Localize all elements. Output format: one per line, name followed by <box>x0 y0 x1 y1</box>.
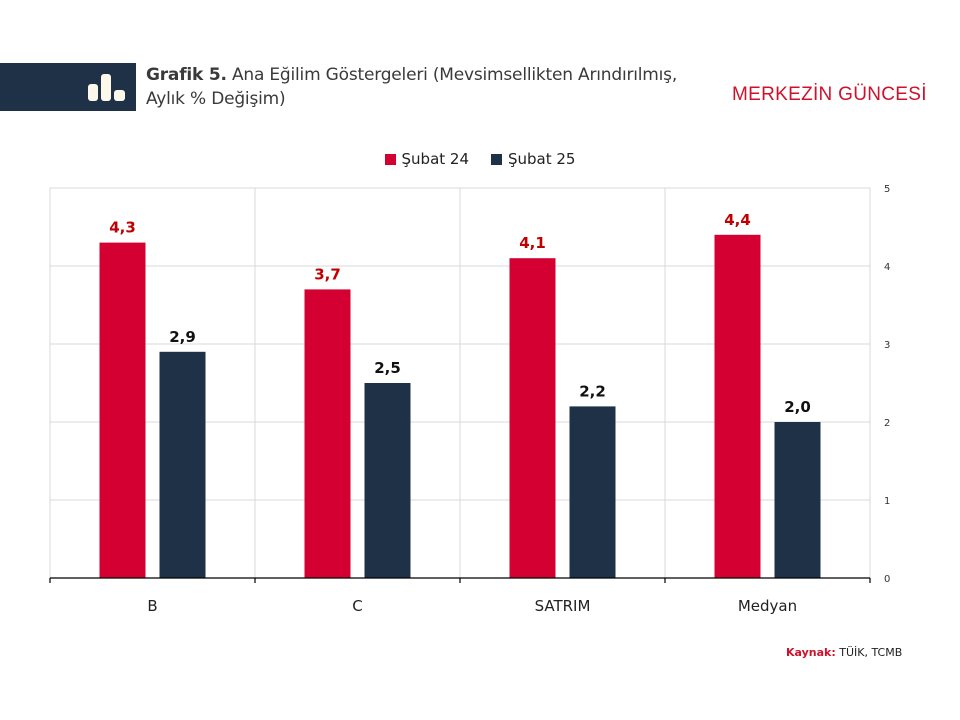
y-tick-label: 2 <box>884 418 890 429</box>
bar-chart-icon <box>88 74 125 101</box>
source-label: Kaynak: <box>786 646 836 659</box>
chart-title: Grafik 5. Ana Eğilim Göstergeleri (Mevsi… <box>146 63 746 111</box>
y-tick-label: 5 <box>884 184 890 195</box>
brand-logo-text: MERKEZİN GÜNCESİ <box>732 84 927 105</box>
data-label: 2,5 <box>374 359 401 377</box>
header-band <box>0 63 136 111</box>
legend: Şubat 24 Şubat 25 <box>0 150 960 168</box>
y-tick-label: 4 <box>884 262 890 273</box>
source-text: TÜİK, TCMB <box>835 646 903 659</box>
bar-1-medyan <box>714 234 761 579</box>
bar-1-c <box>304 289 351 578</box>
data-label: 3,7 <box>314 265 341 283</box>
legend-label-series-2: Şubat 25 <box>508 150 576 168</box>
x-tick-label: B <box>147 597 157 615</box>
legend-swatch-series-1 <box>384 153 396 165</box>
bar-2-c <box>364 383 411 578</box>
legend-label-series-1: Şubat 24 <box>401 150 469 168</box>
data-label: 4,1 <box>519 234 546 252</box>
data-label: 2,0 <box>784 398 811 416</box>
legend-swatch-series-2 <box>491 153 502 165</box>
x-tick-label: SATRIM <box>535 597 591 615</box>
y-tick-label: 3 <box>884 340 890 351</box>
source-note: Kaynak: TÜİK, TCMB <box>786 646 902 659</box>
y-tick-label: 0 <box>884 574 890 585</box>
bar-1-b <box>99 242 146 578</box>
bar-2-medyan <box>774 422 821 578</box>
y-tick-label: 1 <box>884 496 890 507</box>
legend-item-series-2: Şubat 25 <box>491 150 575 168</box>
data-label: 4,3 <box>109 219 136 237</box>
data-label: 2,2 <box>579 382 606 400</box>
data-label: 2,9 <box>169 328 196 346</box>
data-label: 4,4 <box>724 211 751 229</box>
x-tick-label: Medyan <box>738 597 797 615</box>
bar-2-b <box>159 351 206 578</box>
chart-title-number: Grafik 5. <box>146 65 227 85</box>
bar-1-satrim <box>509 258 556 578</box>
chart-title-line2: Aylık % Değişim) <box>146 89 286 109</box>
legend-item-series-1: Şubat 24 <box>384 150 469 168</box>
x-tick-label: C <box>352 597 362 615</box>
chart-title-line1: Ana Eğilim Göstergeleri (Mevsimsellikten… <box>226 65 678 85</box>
bar-2-satrim <box>569 406 616 578</box>
